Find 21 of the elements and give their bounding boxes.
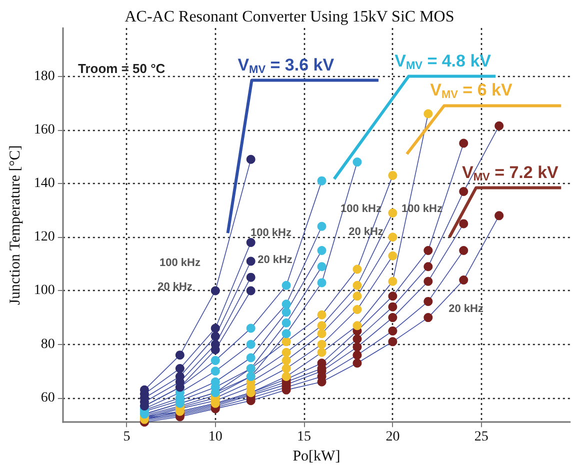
y-tick-label: 60 <box>40 390 55 406</box>
y-tick-label: 100 <box>34 283 55 298</box>
y-tick-label: 140 <box>34 176 55 191</box>
annotation: 20 kHz <box>258 254 293 266</box>
x-tick-label: 15 <box>297 430 312 445</box>
y-axis-title: Junction Temperature [°C] <box>8 145 24 305</box>
chart-title: AC-AC Resonant Converter Using 15kV SiC MOS <box>124 8 454 26</box>
annotation: 100 kHz <box>250 227 292 239</box>
annotation: 20 kHz <box>448 303 484 315</box>
y-tick-label: 120 <box>34 230 55 245</box>
x-axis-title: Po[kW] <box>292 448 340 464</box>
x-tick-label: 5 <box>123 430 130 445</box>
y-tick-label: 160 <box>34 122 55 138</box>
annotation: Troom = 50 °C <box>78 61 166 76</box>
annotation: 20 kHz <box>158 281 193 293</box>
x-tick-label: 20 <box>386 430 400 445</box>
y-tick-label: 180 <box>34 68 55 84</box>
x-tick-label: 10 <box>208 430 222 445</box>
y-tick-label: 80 <box>40 336 55 352</box>
x-tick-label: 25 <box>474 430 488 445</box>
annotation: 100 kHz <box>160 257 201 269</box>
